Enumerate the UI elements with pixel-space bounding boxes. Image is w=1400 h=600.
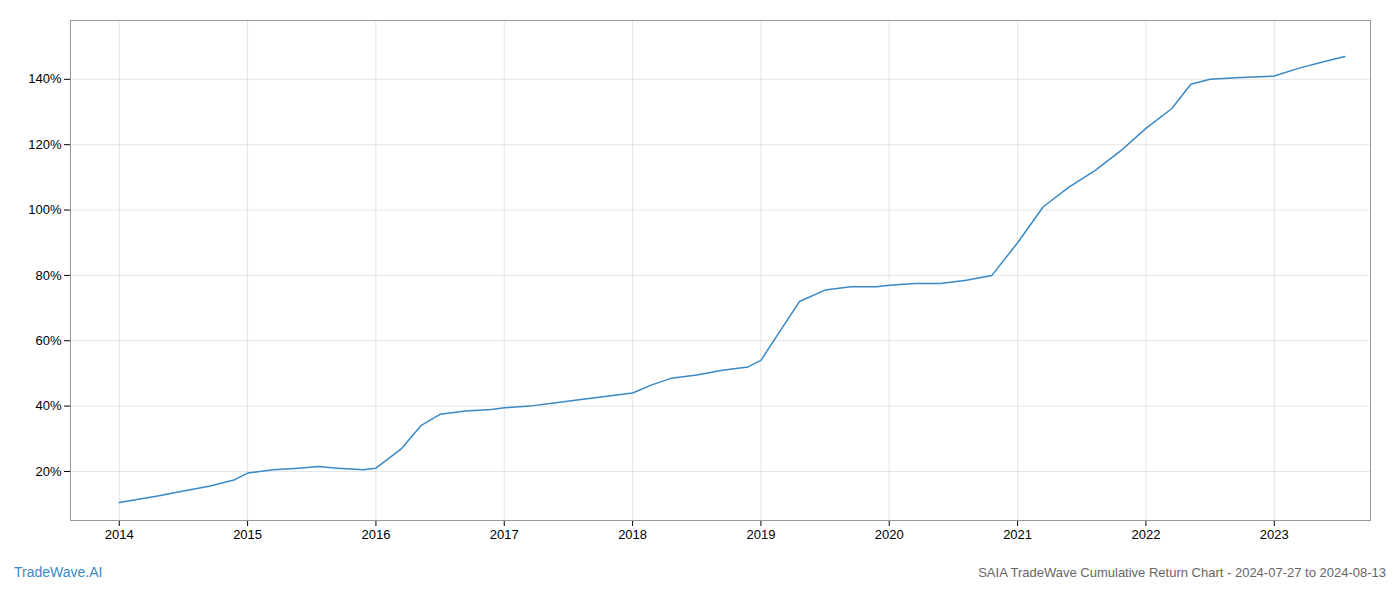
svg-text:2019: 2019	[746, 527, 775, 542]
svg-text:120%: 120%	[28, 137, 62, 152]
svg-text:2015: 2015	[233, 527, 262, 542]
html-text:SAIA TradeWave Cumulative Retu: SAIA TradeWave Cumulative Return Chart -…	[978, 565, 1386, 580]
svg-text:2020: 2020	[875, 527, 904, 542]
svg-text:100%: 100%	[28, 202, 62, 217]
svg-text:2021: 2021	[1003, 527, 1032, 542]
svg-text:80%: 80%	[35, 268, 61, 283]
svg-text:60%: 60%	[35, 333, 61, 348]
html-text:TradeWave.AI: TradeWave.AI	[14, 564, 103, 580]
svg-text:2016: 2016	[361, 527, 390, 542]
svg-text:140%: 140%	[28, 71, 62, 86]
svg-text:2022: 2022	[1131, 527, 1160, 542]
svg-text:2018: 2018	[618, 527, 647, 542]
svg-text:2014: 2014	[105, 527, 134, 542]
svg-text:2023: 2023	[1260, 527, 1289, 542]
svg-text:2017: 2017	[490, 527, 519, 542]
svg-text:20%: 20%	[35, 464, 61, 479]
svg-text:40%: 40%	[35, 398, 61, 413]
